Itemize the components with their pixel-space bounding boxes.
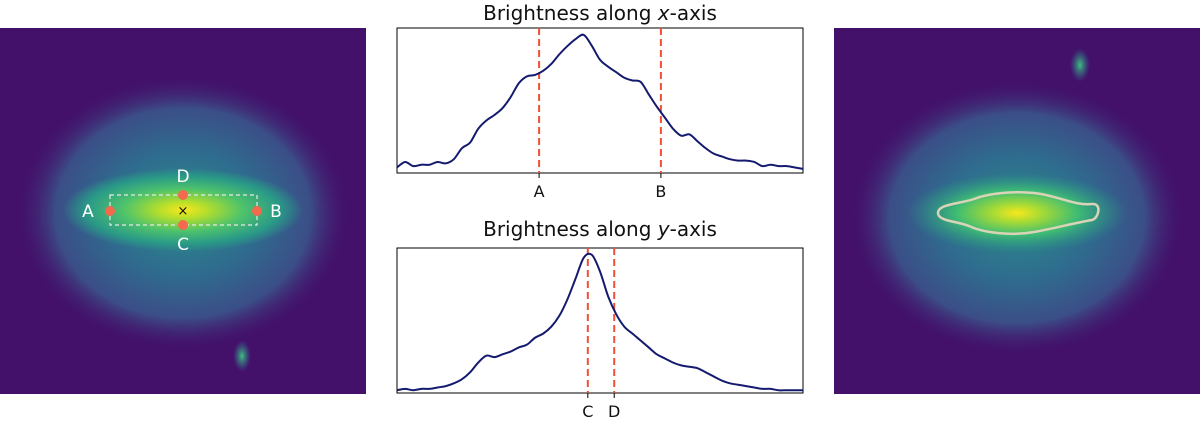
- point-a: [105, 206, 115, 216]
- point-d: [178, 190, 188, 200]
- right-galaxy-svg: [834, 28, 1200, 394]
- left-galaxy-svg: × A B C D: [0, 28, 366, 394]
- right-galaxy-core: [907, 173, 1127, 253]
- tick-label-b: B: [655, 182, 666, 201]
- y-plot-frame: [396, 247, 804, 394]
- x-series-line: [396, 33, 804, 170]
- point-b: [252, 206, 262, 216]
- x-plot-frame: [396, 27, 804, 174]
- tick-label-d: D: [608, 402, 620, 421]
- center-marker: ×: [178, 204, 189, 219]
- y-plot-title: Brightness along y-axis: [483, 217, 717, 241]
- point-c: [178, 220, 188, 230]
- brightness-contour: [936, 191, 1100, 236]
- left-galaxy-image: × A B C D: [0, 28, 366, 394]
- label-c: C: [177, 235, 189, 255]
- companion-blob: [233, 340, 251, 372]
- x-brightness-plot: Brightness along x-axis A B: [380, 0, 820, 210]
- right-galaxy-image: [834, 28, 1200, 394]
- galaxy-core: [63, 168, 303, 252]
- tick-label-a: A: [534, 182, 545, 201]
- label-d: D: [176, 167, 189, 187]
- x-plot-title: Brightness along x-axis: [483, 1, 717, 25]
- label-b: B: [270, 202, 282, 222]
- y-series-line: [396, 252, 803, 392]
- tick-label-c: C: [582, 402, 593, 421]
- right-companion-blob: [1070, 48, 1090, 82]
- label-a: A: [82, 202, 94, 222]
- x-plot-svg: Brightness along x-axis A B: [396, 1, 804, 201]
